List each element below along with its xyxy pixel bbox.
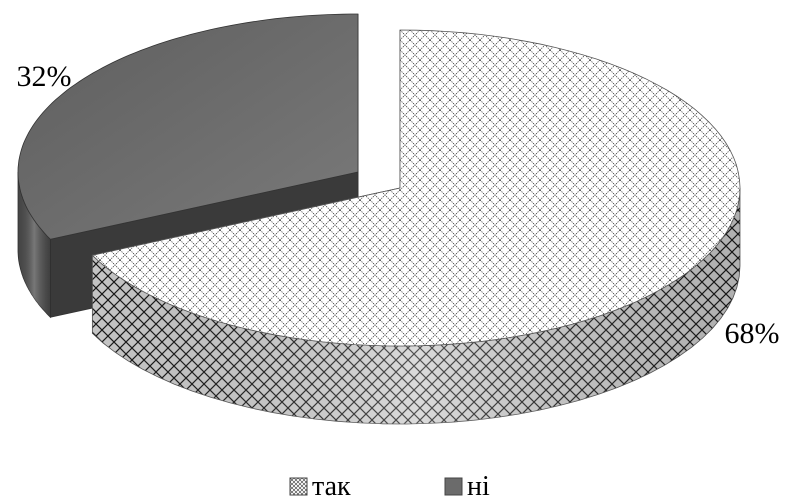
data-label-ni: 32% [17, 60, 72, 93]
pie-slice-tak [91, 29, 741, 425]
legend: так ні [289, 471, 490, 502]
legend-label: ні [467, 471, 490, 502]
data-label-tak: 68% [725, 317, 780, 350]
legend-swatch [444, 477, 463, 496]
pie-slice-side-shade [92, 188, 740, 424]
legend-label: так [312, 471, 351, 502]
pie-slice-top [91, 29, 741, 347]
legend-swatch [289, 477, 308, 496]
legend-item-tak: так [289, 471, 351, 502]
legend-item-ni: ні [444, 471, 490, 502]
pie-slice-top [17, 13, 359, 240]
pie-slice-side-shade [18, 172, 51, 318]
